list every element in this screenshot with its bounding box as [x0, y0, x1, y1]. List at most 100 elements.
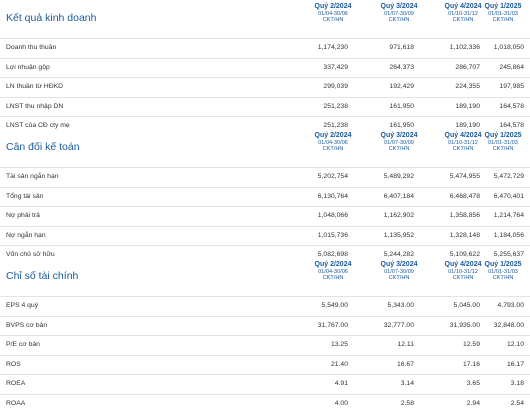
- period-header-q1-2025: Quý 1/2025 01/01-31/03 CKT/HN: [478, 132, 528, 153]
- table-row-roea[interactable]: ROEA 4.91 3.14 3.65 3.18: [0, 374, 530, 394]
- period-audit: CKT/HN: [492, 275, 514, 282]
- period-quarter: Quý 2/2024: [314, 132, 352, 139]
- row-value: 5,045.00: [453, 302, 480, 309]
- period-audit: CKT/HN: [388, 146, 410, 153]
- row-value: 1,018,050: [493, 44, 524, 51]
- period-quarter: Quý 2/2024: [314, 3, 352, 10]
- table-row-equity[interactable]: Vốn chủ sở hữu 5,082,698 5,244,282 5,109…: [0, 245, 530, 265]
- period-range: 01/10-31/12: [448, 11, 478, 18]
- table-row-parent-net-income[interactable]: LNST của CĐ cty mẹ 251,238 161,950 189,1…: [0, 116, 530, 136]
- row-label: LNST thu nhập DN: [6, 102, 64, 110]
- period-range: 01/07-30/09: [384, 140, 414, 147]
- row-value: 5,343.00: [387, 302, 414, 309]
- row-value: 1,358,856: [449, 212, 480, 220]
- period-header-q2-2024: Quý 2/2024 01/04-30/06 CKT/HN: [298, 261, 368, 282]
- period-audit: CKT/HN: [322, 275, 344, 282]
- row-label: ROEA: [6, 380, 26, 388]
- row-value: 2.58: [400, 399, 414, 407]
- row-label: Nợ phải trả: [6, 212, 40, 220]
- row-value: 13.25: [330, 341, 348, 349]
- period-audit: CKT/HN: [322, 146, 344, 153]
- period-audit: CKT/HN: [322, 17, 344, 24]
- period-quarter: Quý 4/2024: [444, 132, 482, 139]
- row-value: 5,109,622: [449, 251, 480, 259]
- period-quarter: Quý 3/2024: [380, 132, 418, 139]
- row-value: 1,184,056: [493, 231, 524, 239]
- row-value: 164,578: [499, 122, 524, 130]
- table-row-net-revenue[interactable]: Doanh thu thuần 1,174,230 971,618 1,102,…: [0, 38, 530, 58]
- row-value: 1,048,066: [317, 212, 348, 220]
- row-value: 197,985: [499, 83, 524, 91]
- period-range: 01/04-30/06: [318, 11, 348, 18]
- row-label: P/E cơ bản: [6, 341, 40, 349]
- row-value: 1,135,952: [383, 231, 414, 239]
- table-row-roaa[interactable]: ROAA 4.00 2.58 2.94 2.54: [0, 393, 530, 414]
- table-row-eps[interactable]: EPS 4 quý 5,549.00 5,343.00 5,045.00 4,7…: [0, 296, 530, 316]
- row-label: Lợi nhuận gộp: [6, 63, 50, 71]
- period-audit: CKT/HN: [452, 275, 474, 282]
- row-value: 31,767.00: [317, 321, 348, 329]
- period-audit: CKT/HN: [492, 17, 514, 24]
- period-header-q3-2024: Quý 3/2024 01/07-30/09 CKT/HN: [364, 261, 434, 282]
- row-label: Nợ ngắn hạn: [6, 231, 46, 239]
- row-value: 6,130,764: [317, 192, 348, 200]
- row-value: 4,793.00: [497, 302, 524, 309]
- row-value: 971,618: [389, 44, 414, 51]
- row-value: 299,039: [323, 83, 348, 91]
- row-value: 189,190: [455, 102, 480, 110]
- table-row-current-liabilities[interactable]: Nợ ngắn hạn 1,015,736 1,135,952 1,328,14…: [0, 225, 530, 246]
- row-value: 5,549.00: [321, 302, 348, 309]
- period-quarter: Quý 3/2024: [380, 261, 418, 268]
- row-value: 251,238: [323, 102, 348, 110]
- row-label: ROS: [6, 360, 21, 368]
- period-audit: CKT/HN: [492, 146, 514, 153]
- row-label: BVPS cơ bản: [6, 321, 48, 329]
- row-value: 5,202,754: [317, 173, 348, 180]
- table-row-current-assets[interactable]: Tài sản ngắn hạn 5,202,754 5,489,292 5,4…: [0, 167, 530, 187]
- table-row-gross-profit[interactable]: Lợi nhuận gộp 337,429 264,373 286,707 24…: [0, 57, 530, 78]
- row-value: 1,174,230: [317, 44, 348, 51]
- table-row-net-income[interactable]: LNST thu nhập DN 251,238 161,950 189,190…: [0, 96, 530, 117]
- section-title: Chỉ số tài chính: [6, 270, 79, 282]
- row-value: 6,470,401: [493, 192, 524, 200]
- period-header-q2-2024: Quý 2/2024 01/04-30/06 CKT/HN: [298, 3, 368, 24]
- table-row-ros[interactable]: ROS 21.40 16.67 17.16 16.17: [0, 354, 530, 375]
- period-range: 01/07-30/09: [384, 269, 414, 276]
- period-audit: CKT/HN: [388, 17, 410, 24]
- table-row-liabilities[interactable]: Nợ phải trả 1,048,066 1,162,902 1,358,85…: [0, 206, 530, 226]
- row-value: 3.14: [400, 380, 414, 388]
- period-range: 01/01-31/03: [488, 11, 518, 18]
- row-label: LN thuần từ HĐKD: [6, 83, 64, 91]
- period-range: 01/01-31/03: [488, 269, 518, 276]
- row-value: 264,373: [389, 63, 414, 71]
- table-row-bvps[interactable]: BVPS cơ bản 31,767.00 32,777.00 31,935.0…: [0, 315, 530, 336]
- row-value: 12.10: [506, 341, 524, 349]
- row-value: 16.17: [506, 360, 524, 368]
- period-audit: CKT/HN: [388, 275, 410, 282]
- row-value: 5,255,637: [493, 251, 524, 259]
- row-label: ROAA: [6, 399, 26, 407]
- row-value: 12.59: [462, 341, 480, 349]
- row-value: 32,848.00: [493, 321, 524, 329]
- row-value: 161,950: [389, 122, 414, 130]
- row-value: 6,468,478: [449, 192, 480, 200]
- section-financial-ratios: Chỉ số tài chính Quý 2/2024 01/04-30/06 …: [0, 258, 530, 414]
- table-row-pe[interactable]: P/E cơ bản 13.25 12.11 12.59 12.10: [0, 335, 530, 355]
- period-range: 01/04-30/06: [318, 269, 348, 276]
- table-row-operating-profit[interactable]: LN thuần từ HĐKD 299,039 192,429 224,355…: [0, 77, 530, 97]
- row-value: 5,082,698: [317, 251, 348, 259]
- row-value: 1,162,902: [383, 212, 414, 220]
- row-value: 337,429: [323, 63, 348, 71]
- row-value: 5,472,729: [493, 173, 524, 180]
- row-label: LNST của CĐ cty mẹ: [6, 122, 70, 130]
- table-row-total-assets[interactable]: Tổng tài sản 6,130,764 6,407,184 6,468,4…: [0, 186, 530, 207]
- row-label: Tài sản ngắn hạn: [6, 173, 59, 180]
- row-value: 17.16: [462, 360, 480, 368]
- row-value: 192,429: [389, 83, 414, 91]
- period-header-q3-2024: Quý 3/2024 01/07-30/09 CKT/HN: [364, 132, 434, 153]
- row-value: 189,190: [455, 122, 480, 130]
- period-quarter: Quý 1/2025: [484, 132, 522, 139]
- row-value: 31,935.00: [449, 321, 480, 329]
- section-balance-sheet: Cân đối kế toán Quý 2/2024 01/04-30/06 C…: [0, 129, 530, 265]
- row-label: Doanh thu thuần: [6, 44, 57, 51]
